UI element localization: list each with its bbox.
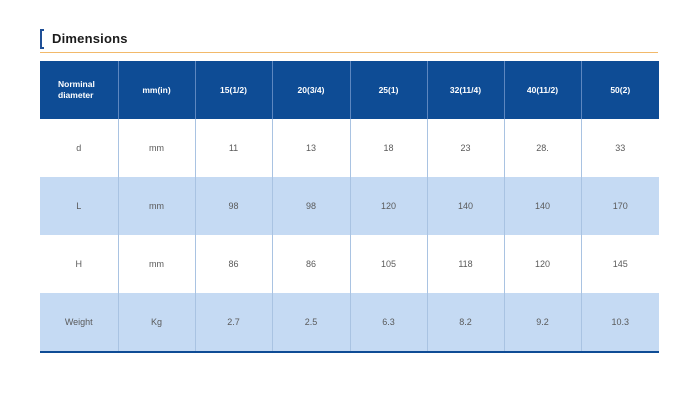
table-row: d mm 11 13 18 23 28. 33: [40, 119, 659, 177]
unit-cell: mm: [117, 119, 195, 177]
header-cell-size-50: 50(2): [580, 61, 659, 119]
row-label-cell: Weight: [40, 293, 118, 353]
value-cell: 98: [271, 177, 350, 235]
value-cell: 11: [194, 119, 272, 177]
table-row: Weight Kg 2.7 2.5 6.3 8.2 9.2 10.3: [40, 293, 659, 353]
value-cell: 140: [426, 177, 504, 235]
value-cell: 170: [580, 177, 659, 235]
row-label-cell: H: [40, 235, 118, 293]
table-header-row: Norminal diameter mm(in) 15(1/2) 20(3/4)…: [40, 61, 659, 119]
value-cell: 9.2: [503, 293, 581, 353]
value-cell: 2.7: [194, 293, 272, 353]
value-cell: 18: [349, 119, 427, 177]
header-cell-nominal-diameter: Norminal diameter: [40, 61, 118, 119]
unit-cell: Kg: [117, 293, 195, 353]
value-cell: 120: [349, 177, 427, 235]
bracket-icon: [40, 29, 44, 49]
value-cell: 105: [349, 235, 427, 293]
header-cell-unit: mm(in): [117, 61, 195, 119]
section-header: Dimensions: [40, 28, 658, 53]
header-cell-size-32: 32(11/4): [426, 61, 504, 119]
table-row: H mm 86 86 105 118 120 145: [40, 235, 659, 293]
value-cell: 13: [271, 119, 350, 177]
value-cell: 140: [503, 177, 581, 235]
value-cell: 8.2: [426, 293, 504, 353]
value-cell: 28.: [503, 119, 581, 177]
section-title: Dimensions: [52, 31, 128, 46]
header-cell-size-15: 15(1/2): [194, 61, 272, 119]
value-cell: 86: [194, 235, 272, 293]
value-cell: 33: [580, 119, 659, 177]
value-cell: 2.5: [271, 293, 350, 353]
value-cell: 145: [580, 235, 659, 293]
header-cell-size-25: 25(1): [349, 61, 427, 119]
header-cell-size-40: 40(11/2): [503, 61, 581, 119]
unit-cell: mm: [117, 235, 195, 293]
value-cell: 6.3: [349, 293, 427, 353]
value-cell: 10.3: [580, 293, 659, 353]
dimensions-table: Norminal diameter mm(in) 15(1/2) 20(3/4)…: [40, 61, 659, 353]
table-row: L mm 98 98 120 140 140 170: [40, 177, 659, 235]
value-cell: 98: [194, 177, 272, 235]
value-cell: 86: [271, 235, 350, 293]
row-label-cell: d: [40, 119, 118, 177]
value-cell: 118: [426, 235, 504, 293]
value-cell: 23: [426, 119, 504, 177]
header-cell-size-20: 20(3/4): [271, 61, 350, 119]
unit-cell: mm: [117, 177, 195, 235]
value-cell: 120: [503, 235, 581, 293]
row-label-cell: L: [40, 177, 118, 235]
